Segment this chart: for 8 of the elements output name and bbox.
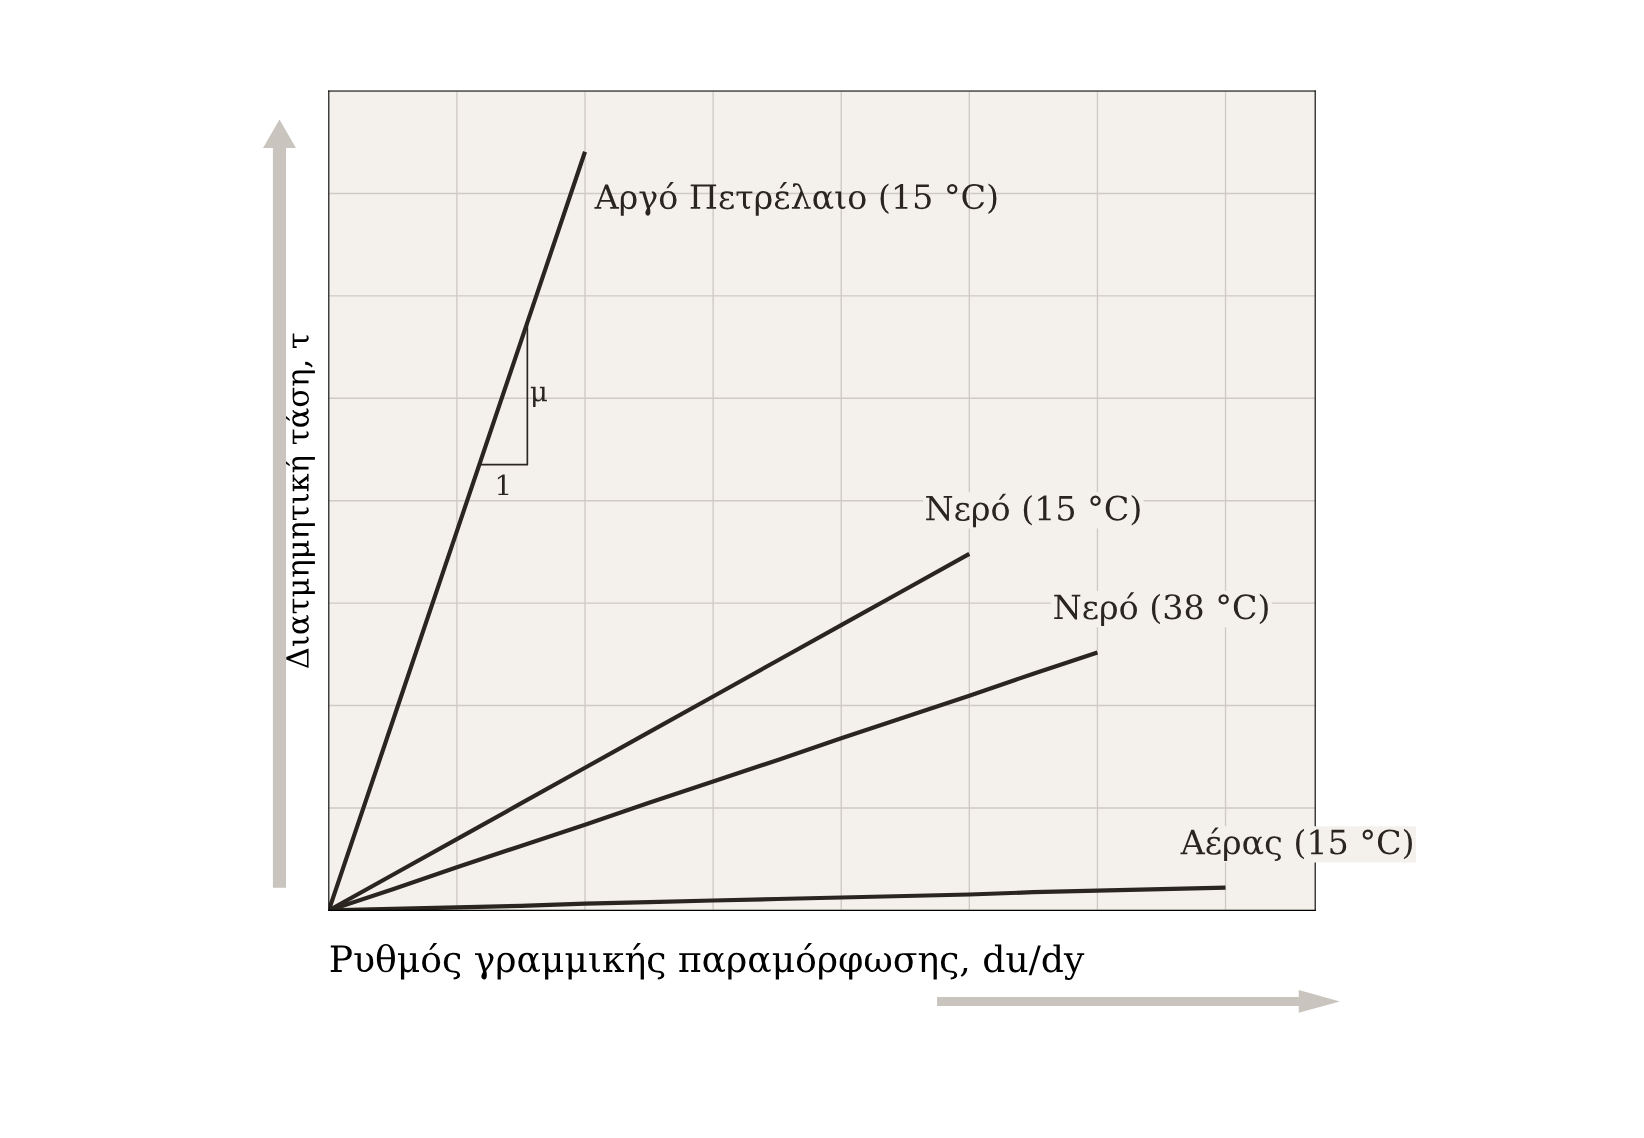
series-label: Αέρας (15 °C)	[1180, 827, 1412, 862]
series-label: Νερό (15 °C)	[926, 493, 1140, 528]
annotation: 1	[497, 474, 509, 496]
series-label: Νερό (38 °C)	[1054, 592, 1268, 626]
series-label: Αργό Πετρέλαιο (15 °C)	[594, 182, 997, 216]
annotation: μ	[530, 386, 547, 407]
x-axis-title: Ρυθμός γραμμικής παραμόρφωσης, du/dy	[330, 943, 1085, 980]
y-axis-title: Διατμημητική τάση, τ	[284, 333, 315, 669]
